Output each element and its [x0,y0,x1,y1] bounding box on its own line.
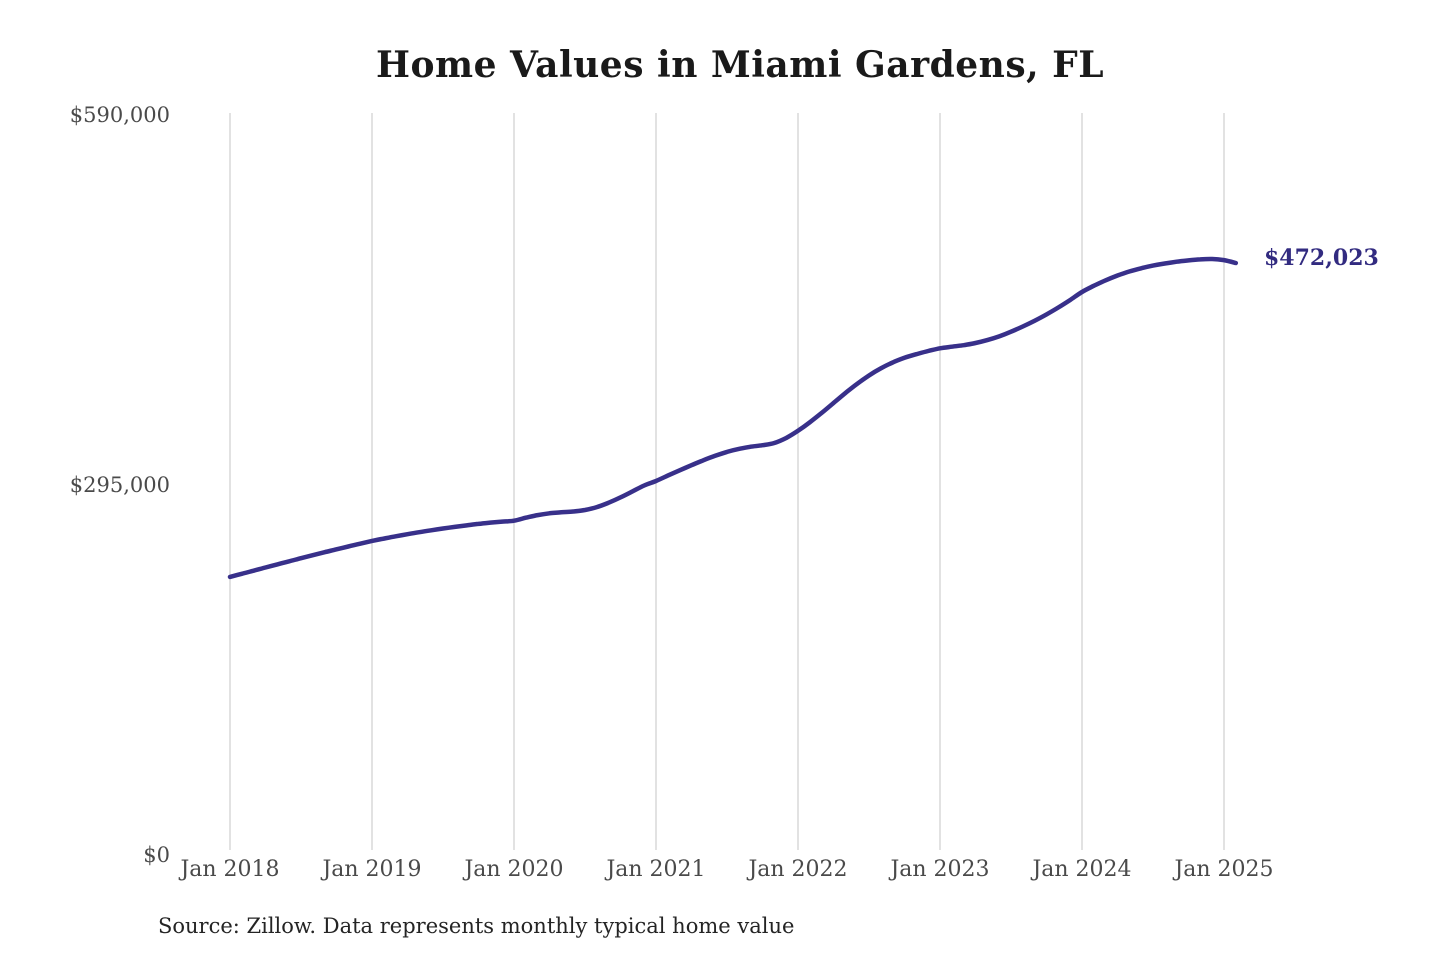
x-axis-tick-label: Jan 2023 [890,857,990,882]
x-axis-tick-label: Jan 2018 [180,857,280,882]
home-value-line [227,256,1239,580]
x-axis-tick-label: Jan 2020 [464,857,564,882]
current-value-label: $472,023 [1264,245,1379,271]
x-axis-tick-label: Jan 2024 [1032,857,1132,882]
y-axis-tick-label: $295,000 [69,473,170,497]
y-axis-tick-label: $590,000 [69,103,170,127]
x-axis-tick-label: Jan 2019 [322,857,422,882]
y-axis-tick-label: $0 [143,843,170,867]
chart-title: Home Values in Miami Gardens, FL [375,44,1105,86]
source-note: Source: Zillow. Data represents monthly … [158,914,795,938]
x-axis-tick-label: Jan 2021 [606,857,706,882]
x-axis-tick-label: Jan 2022 [748,857,848,882]
x-axis-tick-label: Jan 2025 [1174,857,1274,882]
